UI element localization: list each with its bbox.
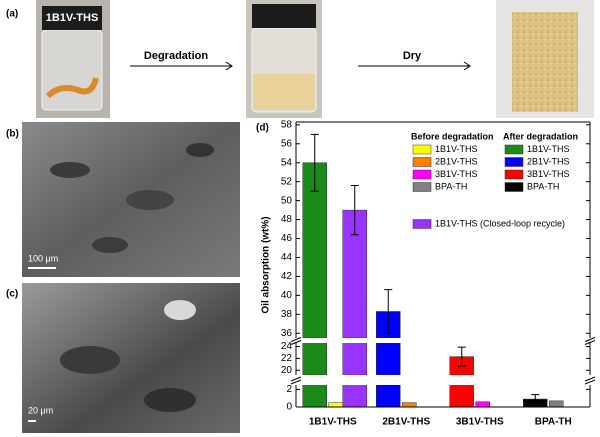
x-tick-label: 3B1V-THS [456,417,504,428]
legend-swatch [504,144,524,155]
vial-photo: 1B1V-THS [36,0,110,118]
sem-image: 100 μm [22,122,240,277]
y-tick-label: 38 [281,309,293,320]
arrow [358,61,471,71]
error-bar [350,184,359,236]
legend-swatch [412,157,432,167]
x-tick-label: BPA-TH [535,417,572,428]
step-label: Degradation [144,50,208,62]
axis-break [584,337,596,342]
bar [376,343,401,375]
bar [302,162,327,338]
y-tick-label: 24 [281,341,293,352]
legend-label: 3B1V-THS [435,169,478,179]
sample-photo [496,0,594,118]
axis-break [290,337,302,342]
y-tick-label: 58 [281,119,293,130]
vial-photo [246,0,322,118]
y-tick-label: 22 [281,353,293,364]
bar [402,402,417,407]
bar [475,401,490,407]
y-tick-label: 52 [281,176,293,187]
legend-label: BPA-TH [527,181,559,191]
legend-swatch [412,144,432,155]
bar [342,385,367,407]
step-label: Dry [403,50,422,62]
bar [549,400,564,407]
legend-label: 3B1V-THS [527,169,570,179]
y-tick-label: 40 [281,290,293,301]
legend-label: 1B1V-THS [435,144,478,154]
error-bar [531,394,540,404]
legend-swatch [504,182,524,192]
legend-label: 2B1V-THS [527,156,570,166]
legend-swatch [504,157,524,167]
legend-header: Before degradation [411,131,494,141]
bar [449,385,474,407]
arrow [130,61,233,71]
error-bar [457,346,466,367]
x-tick-label: 2B1V-THS [382,417,430,428]
axis-break [584,376,596,382]
bar [302,343,327,375]
bar [302,385,327,407]
y-axis-label: Oil absorption (wt%) [261,216,272,313]
sem-image: 20 μm [22,283,240,433]
y-tick-label: 2 [286,384,292,395]
segment [302,162,401,338]
panel-label: (d) [256,123,269,134]
legend-label: BPA-TH [435,181,467,191]
panel-label: (a) [6,9,18,20]
legend-swatch [412,182,432,192]
y-tick-label: 0 [286,402,292,413]
legend-swatch [412,169,432,180]
bar [376,385,401,407]
y-tick-label: 48 [281,214,293,225]
bar [342,343,367,375]
vial-label: 1B1V-THS [46,12,99,24]
y-tick-label: 46 [281,233,293,244]
x-tick-label: 1B1V-THS [309,417,357,428]
scale-bar-label: 100 μm [28,253,58,263]
error-bar [310,133,319,192]
legend-header: After degradation [503,131,578,141]
y-tick-label: 20 [281,365,293,376]
error-bar [384,289,393,334]
axis-break [290,340,302,345]
y-tick-label: 36 [281,328,293,339]
bar [328,402,343,407]
segment [302,385,564,407]
panel-label: (c) [6,289,18,300]
legend-label: 1B1V-THS [527,144,570,154]
scale-bar-label: 20 μm [28,405,53,415]
legend-label: 1B1V-THS (Closed-loop recycle) [435,218,565,228]
panel-label: (b) [6,129,19,140]
axis-break [290,379,302,385]
y-tick-label: 50 [281,195,293,206]
axis-break [584,379,596,385]
y-tick-label: 56 [281,138,293,149]
legend-swatch [504,169,524,180]
segment [302,343,474,375]
axis-break [290,376,302,382]
legend-label: 2B1V-THS [435,156,478,166]
axis-break [584,340,596,345]
legend-swatch [412,219,432,229]
y-tick-label: 42 [281,271,293,282]
y-tick-label: 54 [281,157,293,168]
y-tick-label: 44 [281,252,293,263]
